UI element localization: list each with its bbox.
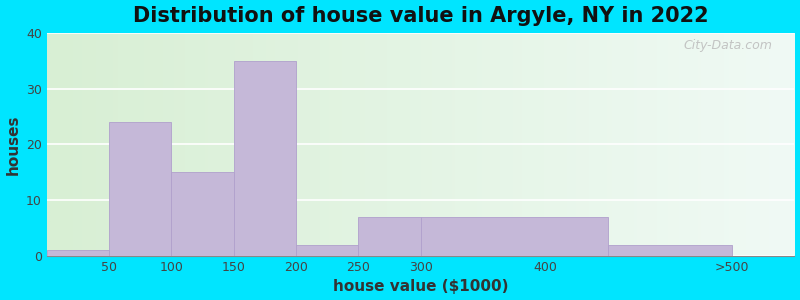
Bar [171, 172, 234, 256]
Text: City-Data.com: City-Data.com [683, 39, 772, 52]
Bar [607, 245, 732, 256]
Bar [421, 217, 607, 256]
Y-axis label: houses: houses [6, 114, 21, 175]
Bar [234, 61, 296, 256]
Bar [296, 245, 358, 256]
Title: Distribution of house value in Argyle, NY in 2022: Distribution of house value in Argyle, N… [133, 6, 709, 26]
Bar [109, 122, 171, 256]
X-axis label: house value ($1000): house value ($1000) [333, 279, 508, 294]
Bar [47, 250, 109, 256]
Bar [358, 217, 421, 256]
